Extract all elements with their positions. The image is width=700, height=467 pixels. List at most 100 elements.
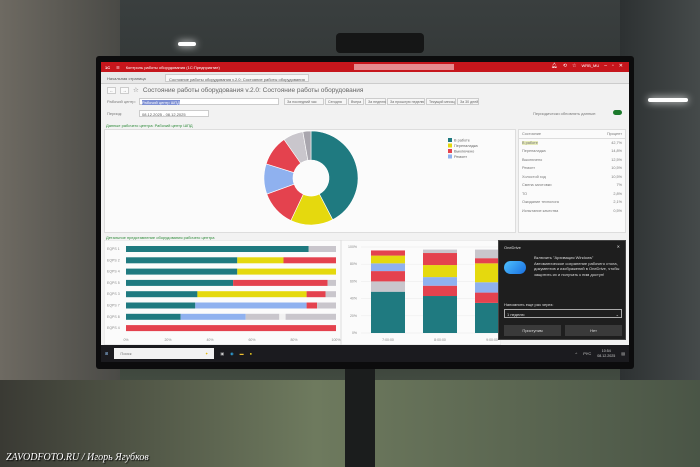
period-button[interactable]: За 30 дней [457,98,479,105]
global-search-input[interactable] [354,64,454,70]
bar-segment [475,282,501,293]
y-tick-label: 100% [348,245,357,249]
state-cell: В работе [522,140,538,145]
table-row[interactable]: ТО 2,8% [519,190,625,199]
table-row[interactable]: Смена заготовки 7% [519,181,625,190]
bar-segment [245,313,280,320]
table-row[interactable]: Выключено 12,5% [519,156,625,165]
bar-segment [371,291,405,333]
user-name[interactable]: WRB_MU [581,63,600,68]
state-cell: Испытание качества [522,208,559,213]
accept-button[interactable]: Приступим [504,325,561,336]
remind-label: Напомнить еще раз через: [504,302,554,307]
tray-chevron-icon[interactable]: ^ [575,351,578,356]
page-title: Состояние работы оборудования v.2.0: Сос… [142,86,364,94]
menu-icon[interactable]: ☰ [116,64,120,70]
bar-segment [126,246,309,252]
table-row[interactable]: Ремонт 10,5% [519,164,625,173]
period-field[interactable]: 08.12.2025 - 08.12.2025 [139,110,209,117]
taskbar-search[interactable]: Поиск ✦ [114,348,215,359]
ceiling-light [648,98,688,102]
forward-button[interactable]: → [120,86,129,94]
x-tick-label: 40% [206,338,213,342]
bell-icon[interactable]: 🔔︎ [551,63,558,69]
x-tick-label: 0% [123,338,128,342]
task-view-icon[interactable]: ▣ [220,351,225,356]
tab-equipment-state[interactable]: Состояние работы оборудования v.2.0: Сос… [165,74,309,82]
percent-cell: 42,7% [611,140,622,145]
table-row[interactable]: Переналадка 14,8% [519,147,625,156]
search-placeholder: Поиск [120,351,132,356]
period-button[interactable]: Текущий месяц [426,98,456,105]
x-tick-label: 20% [164,338,171,342]
pie-slice [302,130,312,161]
bar-segment [126,268,238,275]
edge-icon[interactable]: ◉ [230,351,234,356]
legend-label: Ремонт [454,155,467,159]
work-center-field[interactable]: Рабочий центр ШПД [139,98,279,105]
section-title-bottom: Детальное представление оборудования раб… [106,235,215,240]
bar-segment [180,313,246,320]
chart-background [341,240,501,345]
percent-cell: 2,8% [613,191,622,196]
bar-segment [325,291,336,298]
x-tick-label: 80% [290,338,297,342]
period-button[interactable]: Вчера [348,98,364,105]
percent-cell: 2,1% [613,200,622,204]
state-cell: Ремонт [522,166,536,170]
minimize-icon[interactable]: – [604,63,608,69]
period-label: Период: [107,111,123,116]
percent-cell: 10,5% [611,166,622,170]
bar-segment [279,313,286,320]
legend-label: В работе [454,139,470,143]
period-button[interactable]: За последний час [284,98,324,105]
language-indicator[interactable]: РУС [583,351,592,356]
period-button[interactable]: За неделю [365,98,386,105]
bar-segment [423,253,457,266]
percent-cell: 14,8% [611,149,622,153]
period-button[interactable]: Сегодня [325,98,347,105]
bar-segment [475,263,501,283]
table-row[interactable]: Ожидание технолога 2,1% [519,198,625,207]
table-row[interactable]: Холостой ход 10,5% [519,173,625,182]
1c-app-icon[interactable]: ● [249,351,253,356]
explorer-icon[interactable]: ▬ [239,351,244,356]
table-row[interactable]: Испытание качества 0,5% [519,207,625,216]
history-icon[interactable]: ⟲ [562,63,567,69]
legend-label: Выключено [454,150,474,154]
back-button[interactable]: ← [107,86,116,94]
section-title-top: Данные рабочего центра: Рабочий центр ШП… [106,123,193,128]
notification-text: Включить "Архивация Windows" Автоматичес… [534,255,620,277]
close-icon[interactable]: ✕ [618,63,623,69]
percent-cell: 7% [616,183,623,187]
bar-segment [475,249,501,259]
bar-segment [237,268,336,275]
taskbar: ⊞ Поиск ✦ ▣ ◉ ▬ ● ^ РУС 10:54 08.12.2025 ▤ [101,345,629,362]
auto-refresh-toggle[interactable] [613,110,622,115]
favorite-star-icon[interactable]: ☆ [133,87,139,94]
equipment-bar-chart: EQPS 1 EQPS 2 EQPS 4 EQPS 5 EQPS 3 EQPS 7 EQPS… [104,240,341,345]
period-button[interactable]: За прошлую неделю [387,98,425,105]
tab-home[interactable]: Начальная страница [107,76,146,81]
percent-cell: 10,5% [611,174,622,179]
windows-start-icon[interactable]: ⊞ [105,351,109,356]
notifications-icon[interactable]: ▤ [621,351,625,356]
remind-select[interactable]: 1 неделю ⌄ [504,309,622,318]
clock[interactable]: 10:54 08.12.2025 [597,349,615,359]
state-cell: Смена заготовки [522,183,552,187]
maximize-icon[interactable]: ▫ [612,63,614,69]
legend-swatch [448,154,452,159]
bar-segment [285,313,336,320]
notification-close-icon[interactable]: ✕ [616,244,620,249]
star-icon[interactable]: ☆ [571,63,577,69]
category-label: EQPS 1 [107,247,120,251]
onedrive-notification: OneDrive ✕ Включить "Архивация Windows" … [498,240,626,340]
decline-button[interactable]: Нет [565,325,622,336]
bar-segment [371,255,405,264]
state-cell: Выключено [522,157,543,162]
screen: 1С ☰ Контроль работы оборудования (1С:Пр… [101,62,629,362]
tab-bar: Начальная страница Состояние работы обор… [101,72,629,84]
time: 10:54 [601,348,611,353]
table-row[interactable]: В работе 42,7% [519,139,625,148]
state-cell: ТО [522,191,528,196]
